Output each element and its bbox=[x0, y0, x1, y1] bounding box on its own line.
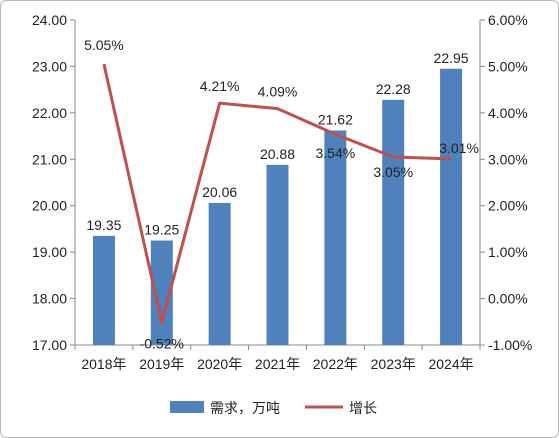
right-tick-label: 1.00% bbox=[488, 244, 528, 260]
bar bbox=[92, 235, 115, 345]
x-tick-label: 2019年 bbox=[139, 356, 184, 372]
right-tick-label: 5.00% bbox=[488, 58, 528, 74]
bar-value-label: 19.35 bbox=[86, 217, 121, 233]
x-tick-label: 2018年 bbox=[81, 356, 126, 372]
right-tick-label: 6.00% bbox=[488, 12, 528, 28]
legend-line-label: 增长 bbox=[349, 401, 377, 417]
bar-value-label: 19.25 bbox=[144, 222, 179, 238]
legend-bar-label: 需求，万吨 bbox=[210, 401, 280, 417]
left-tick-label: 20.00 bbox=[32, 198, 67, 214]
line-value-label: -0.52% bbox=[140, 336, 184, 352]
x-tick-label: 2024年 bbox=[428, 356, 473, 372]
bar-value-label: 20.88 bbox=[260, 146, 295, 162]
left-tick-label: 23.00 bbox=[32, 58, 67, 74]
legend-bar-swatch bbox=[170, 401, 204, 413]
bar bbox=[208, 202, 231, 345]
bar bbox=[440, 68, 463, 345]
line-value-label: 3.05% bbox=[373, 164, 413, 180]
right-tick-label: 4.00% bbox=[488, 105, 528, 121]
left-tick-label: 21.00 bbox=[32, 151, 67, 167]
right-tick-label: 0.00% bbox=[488, 291, 528, 307]
right-tick-label: 3.00% bbox=[488, 151, 528, 167]
right-tick-label: -1.00% bbox=[488, 337, 532, 353]
growth-line bbox=[102, 63, 452, 325]
bar bbox=[382, 99, 405, 345]
line-value-label: 3.54% bbox=[316, 145, 356, 161]
line-value-label: 5.05% bbox=[84, 37, 124, 53]
bar bbox=[266, 164, 289, 345]
right-tick-label: 2.00% bbox=[488, 198, 528, 214]
bar-value-label: 22.95 bbox=[434, 50, 469, 66]
left-tick-label: 19.00 bbox=[32, 244, 67, 260]
line-value-label: 4.09% bbox=[258, 84, 298, 100]
line-value-label: 3.01% bbox=[439, 140, 479, 156]
left-tick-label: 17.00 bbox=[32, 337, 67, 353]
bar bbox=[150, 240, 173, 345]
line-value-label: 4.21% bbox=[200, 78, 240, 94]
x-tick-label: 2020年 bbox=[197, 356, 242, 372]
left-tick-label: 24.00 bbox=[32, 12, 67, 28]
bar-value-label: 22.28 bbox=[376, 81, 411, 97]
x-tick-label: 2022年 bbox=[313, 356, 358, 372]
left-tick-label: 18.00 bbox=[32, 291, 67, 307]
bar-value-label: 21.62 bbox=[318, 112, 353, 128]
x-tick-label: 2023年 bbox=[371, 356, 416, 372]
x-tick-label: 2021年 bbox=[255, 356, 300, 372]
bar-value-label: 20.06 bbox=[202, 184, 237, 200]
left-tick-label: 22.00 bbox=[32, 105, 67, 121]
bar bbox=[324, 130, 347, 345]
